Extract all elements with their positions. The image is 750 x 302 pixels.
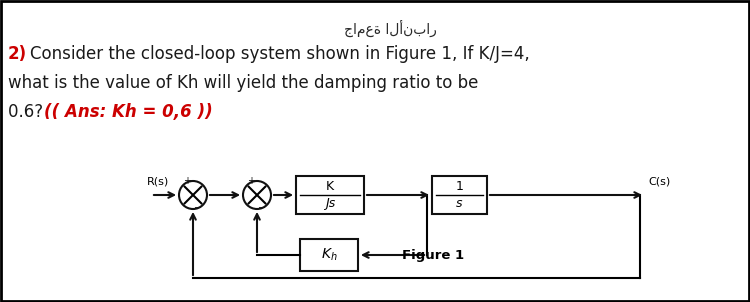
Text: −: − (258, 204, 266, 214)
Text: K: K (326, 180, 334, 193)
Circle shape (243, 181, 271, 209)
Bar (296, 176, 364, 214)
Circle shape (300, 60, 450, 210)
Text: R(s): R(s) (147, 177, 170, 187)
Text: 2): 2) (8, 45, 27, 63)
Text: $K_h$: $K_h$ (321, 247, 338, 263)
Text: 0.6?: 0.6? (8, 103, 48, 121)
Text: what is the value of Kh will yield the damping ratio to be: what is the value of Kh will yield the d… (8, 74, 478, 92)
Text: C(s): C(s) (648, 177, 670, 187)
Circle shape (257, 12, 493, 248)
Text: جامعة الأنبار: جامعة الأنبار (344, 20, 436, 37)
Text: Figure 1: Figure 1 (402, 249, 464, 262)
Bar (432, 176, 487, 214)
Text: Consider the closed-loop system shown in Figure 1, If K/J=4,: Consider the closed-loop system shown in… (30, 45, 530, 63)
Text: +: + (247, 176, 255, 186)
Text: Js: Js (325, 197, 335, 210)
Text: (( Ans: Kh = 0,6 )): (( Ans: Kh = 0,6 )) (44, 103, 213, 121)
Text: +: + (183, 176, 190, 186)
Text: 1: 1 (455, 180, 464, 193)
Text: s: s (456, 197, 463, 210)
Bar (300, 239, 358, 271)
Text: −: − (194, 204, 202, 214)
Circle shape (179, 181, 207, 209)
